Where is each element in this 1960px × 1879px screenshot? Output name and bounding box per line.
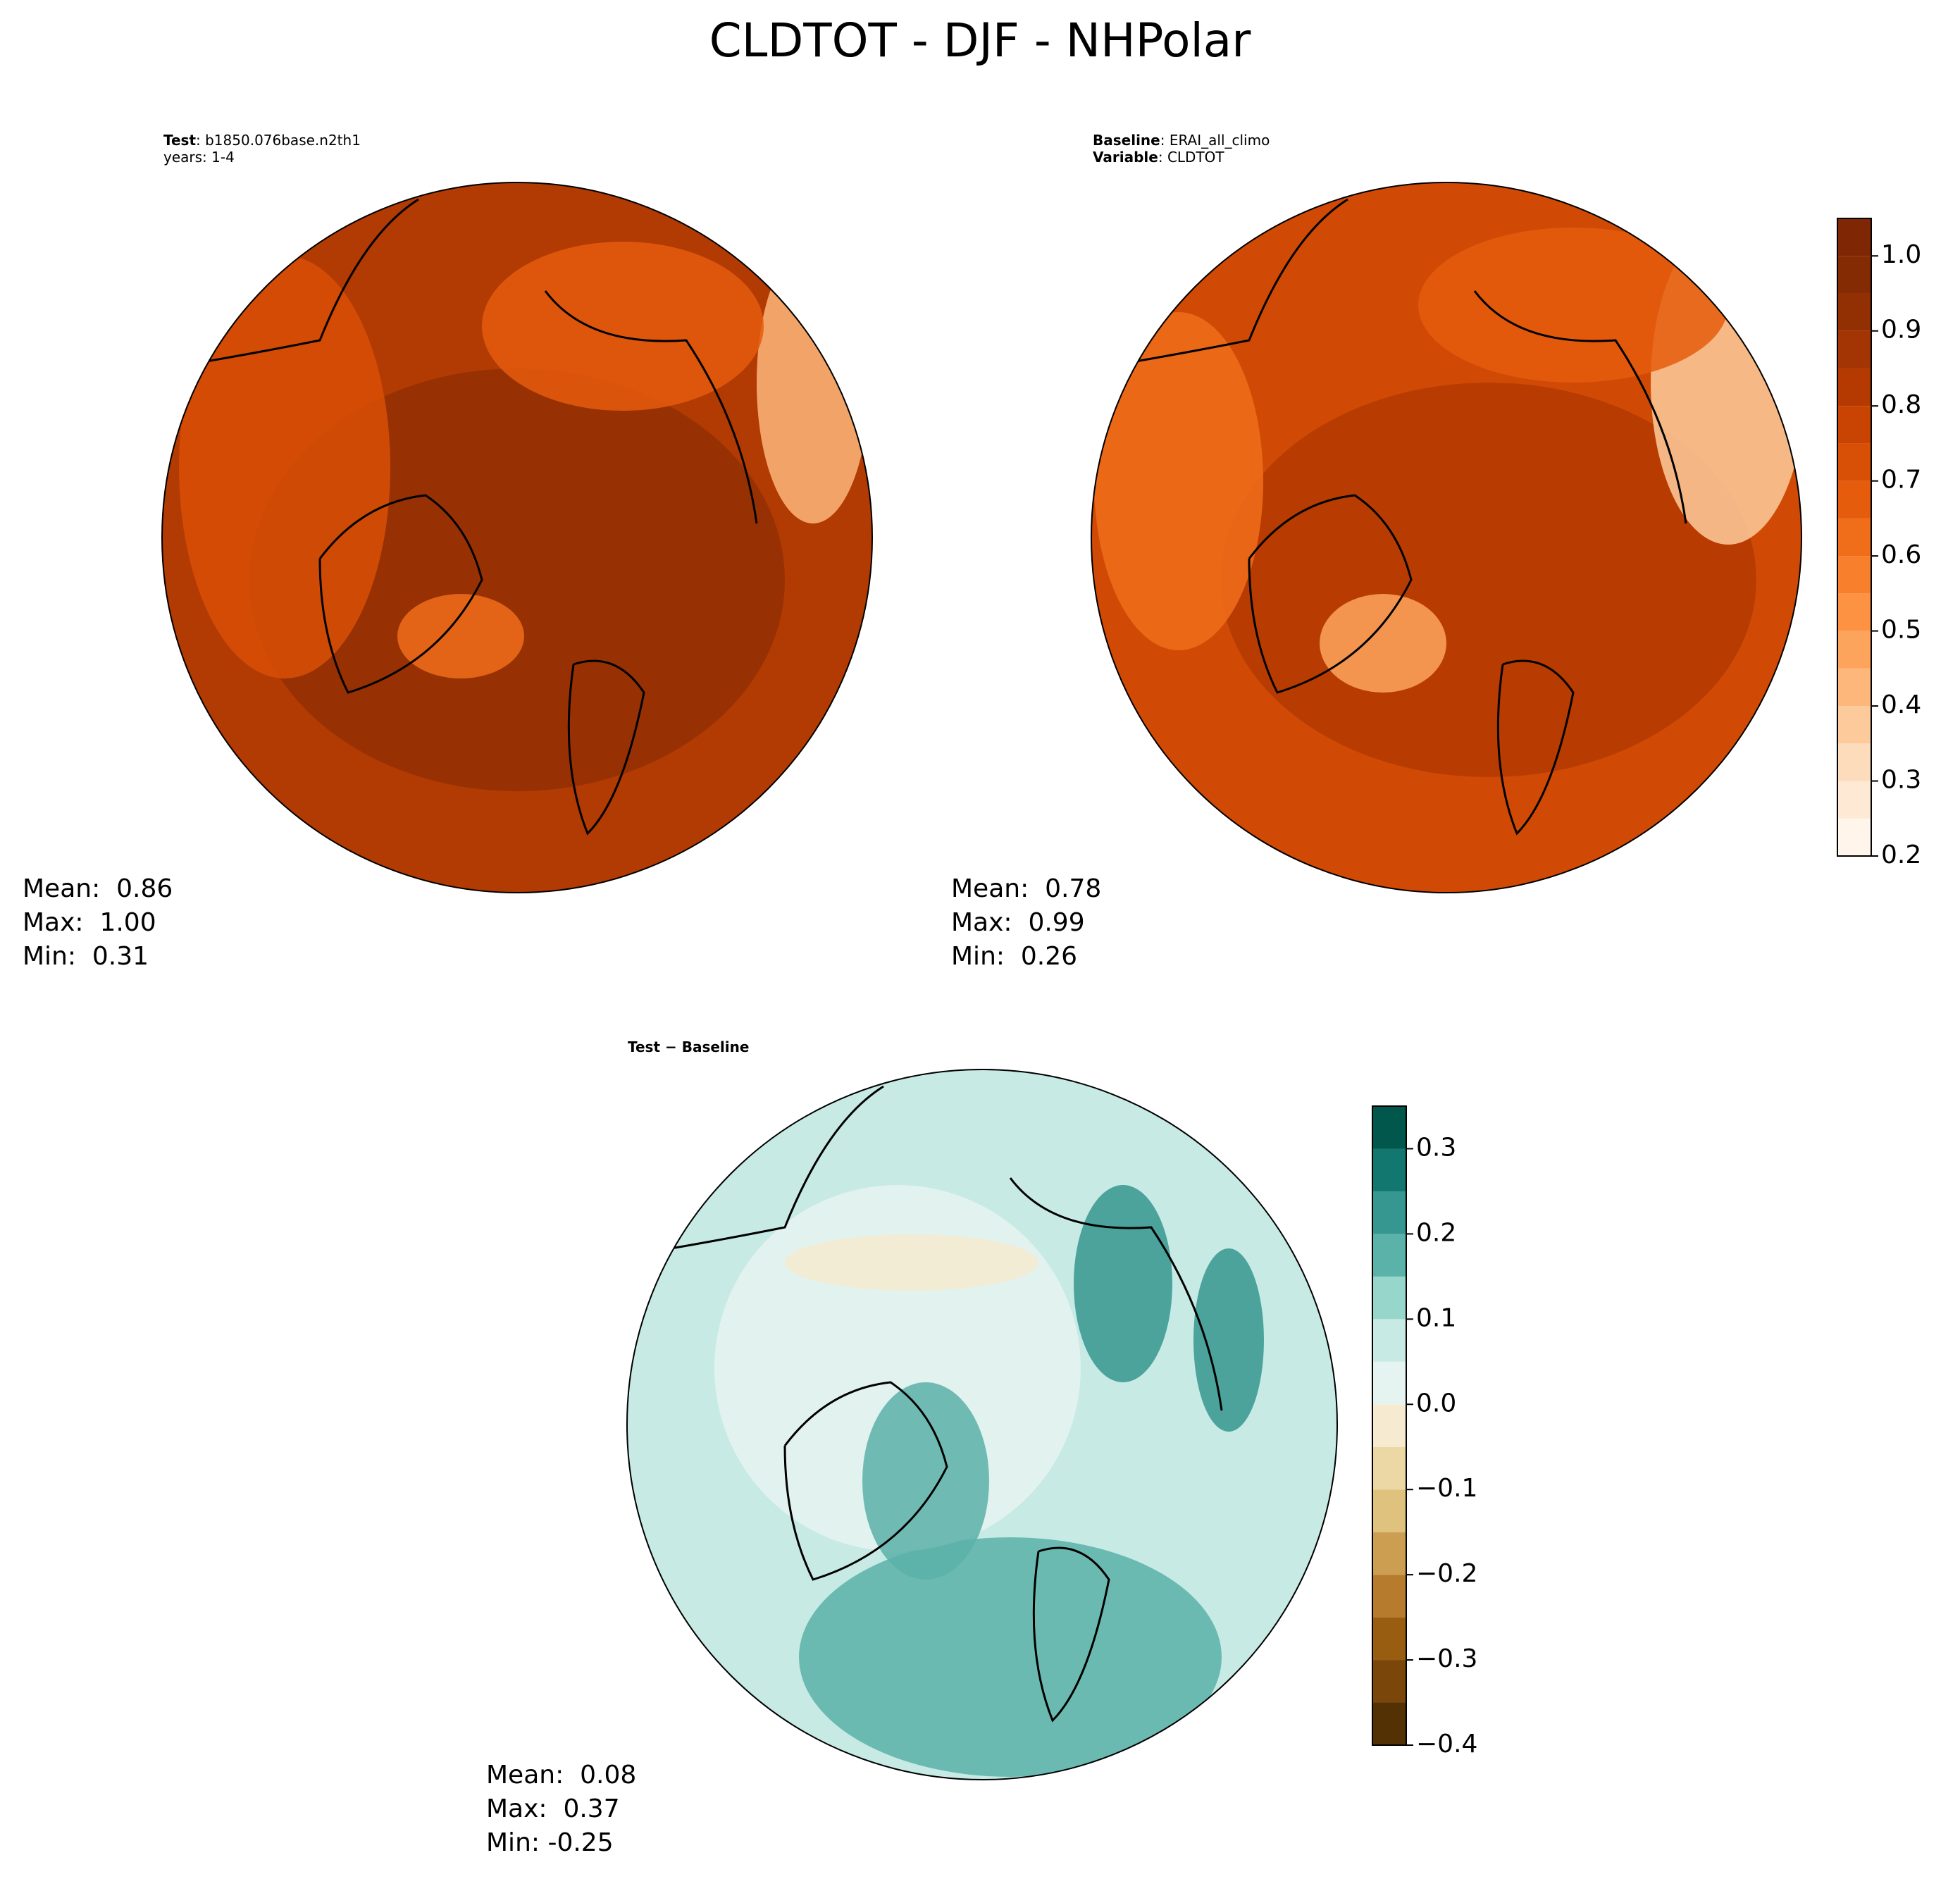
header-key: Variable [1093,149,1158,166]
colorbar-tick-label: 0.2 [1416,1218,1456,1247]
map-region [799,1537,1222,1777]
panel-header: years: 1-4 [163,149,235,166]
colorbar-band [1837,256,1871,294]
header-key: Test − Baseline [628,1038,749,1055]
colorbar-band [1372,1148,1406,1191]
map-outline [161,182,873,893]
colorbar-tick-label: 0.7 [1881,466,1921,495]
colorbar-tick-label: −0.2 [1416,1559,1477,1588]
stat: Max: 1.00 [23,908,156,937]
map-region [862,1382,989,1580]
map [627,1069,1337,1780]
map-region [757,242,869,523]
panel-header: Baseline: ERAI_all_climo [1093,132,1270,149]
header-key: Baseline [1093,132,1160,149]
header-text: : CLDTOT [1158,149,1225,166]
colorbar-band [1372,1532,1406,1575]
colorbar-band [1372,1276,1406,1320]
colorbar-band [1837,443,1871,481]
colorbar-tick-label: 0.1 [1416,1303,1456,1332]
colorbar-tick-label: 0.2 [1881,841,1921,869]
stat: Max: 0.37 [486,1794,620,1823]
colorbar-tick-label: 0.8 [1881,390,1921,419]
header-text: : ERAI_all_climo [1160,132,1270,149]
colorbar-band [1372,1575,1406,1618]
panel-header: Variable: CLDTOT [1093,149,1224,166]
colorbar-band [1837,330,1871,368]
coastline [164,198,758,836]
coastline [629,1085,1223,1723]
stat: Max: 0.99 [951,908,1085,937]
colorbar-band [1837,781,1871,819]
coastline [1093,198,1687,836]
colorbar-tick-label: 1.0 [1881,240,1921,269]
colorbar-band [1837,631,1871,669]
colorbar-band [1837,368,1871,407]
colorbar-tick-label: 0.9 [1881,316,1921,345]
colorbar-band [1372,1446,1406,1490]
colorbar-band [1837,518,1871,557]
figure-title: CLDTOT - DJF - NHPolar [709,13,1252,68]
colorbar-tick-label: −0.1 [1416,1474,1477,1503]
map [162,182,872,893]
colorbar-band [1837,593,1871,631]
stat: Min: 0.31 [23,942,149,971]
map-region [785,1234,1038,1291]
map-region [482,242,764,411]
colorbar-band [1372,1660,1406,1703]
stat: Min: -0.25 [486,1828,614,1857]
map-region [1074,1185,1172,1382]
stat: Mean: 0.86 [23,874,173,903]
map [1091,182,1801,893]
colorbar-tick-label: 0.3 [1881,766,1921,795]
colorbar-band [1837,706,1871,744]
colorbar-band [1372,1361,1406,1405]
colorbar-tick-label: 0.4 [1881,690,1921,719]
colorbar-band [1837,480,1871,519]
map-outline [626,1069,1338,1780]
colorbar-band [1372,1702,1406,1745]
colorbar-tick-label: −0.4 [1416,1730,1477,1759]
stat: Min: 0.26 [951,942,1077,971]
panel-header: Test: b1850.076base.n2th1 [163,132,361,149]
colorbar-band [1837,556,1871,594]
colorbar-band [1372,1489,1406,1532]
colorbar-band [1372,1234,1406,1277]
colorbar-band [1372,1617,1406,1661]
map-region [1320,594,1446,693]
colorbar-band [1837,406,1871,444]
map-outline [1091,182,1802,893]
colorbar-band [1837,218,1871,256]
panel-header: Test − Baseline [628,1038,749,1055]
colorbar-band [1837,668,1871,707]
colorbar-band [1372,1191,1406,1234]
colorbar-outline [1837,218,1872,857]
colorbar-tick-label: 0.0 [1416,1389,1456,1418]
colorbar-band [1372,1319,1406,1362]
map-region [179,256,390,678]
colorbar-tick-label: 0.6 [1881,540,1921,569]
colorbar-band [1372,1106,1406,1149]
header-text: : b1850.076base.n2th1 [196,132,361,149]
map-region [1418,228,1728,383]
map-region [397,594,524,678]
map-region [1094,312,1263,650]
colorbar-tick-label: 0.5 [1881,616,1921,645]
colorbar-band [1837,818,1871,856]
header-text: years: 1-4 [163,149,235,166]
header-key: Test [163,132,196,149]
colorbar-band [1837,743,1871,781]
colorbar-band [1372,1404,1406,1447]
stat: Mean: 0.08 [486,1761,636,1790]
colorbar-tick-label: 0.3 [1416,1133,1456,1162]
map-region [1193,1248,1264,1432]
stat: Mean: 0.78 [951,874,1101,903]
colorbar-tick-label: −0.3 [1416,1644,1477,1673]
colorbar-outline [1372,1105,1407,1746]
colorbar-band [1837,293,1871,331]
